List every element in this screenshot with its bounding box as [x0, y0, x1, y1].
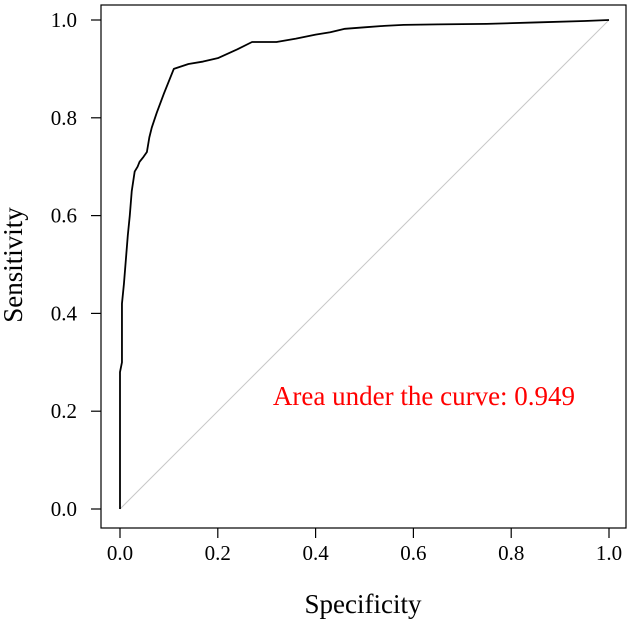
auc-annotation: Area under the curve: 0.949 — [273, 381, 575, 411]
y-tick-label: 0.2 — [51, 399, 77, 423]
y-axis: 0.0 0.2 0.4 0.6 0.8 1.0 — [51, 8, 101, 521]
x-tick-label: 0.6 — [400, 541, 426, 565]
series-layer — [119, 19, 610, 510]
reference-diagonal-line — [119, 19, 610, 510]
y-tick-label: 1.0 — [51, 8, 77, 32]
y-tick-label: 0.6 — [51, 204, 77, 228]
plot-frame — [100, 4, 627, 529]
roc-curve-line — [119, 19, 610, 509]
x-tick-label: 1.0 — [596, 541, 622, 565]
x-axis: 0.0 0.2 0.4 0.6 0.8 1.0 — [107, 528, 622, 565]
x-tick-label: 0.2 — [205, 541, 231, 565]
y-axis-title: Sensitivity — [0, 207, 28, 323]
x-tick-label: 0.0 — [107, 541, 133, 565]
y-tick-label: 0.0 — [51, 497, 77, 521]
x-axis-title: Specificity — [305, 589, 422, 619]
y-tick-label: 0.8 — [51, 106, 77, 130]
x-tick-label: 0.4 — [302, 541, 329, 565]
y-tick-label: 0.4 — [51, 301, 78, 325]
x-tick-label: 0.8 — [498, 541, 524, 565]
